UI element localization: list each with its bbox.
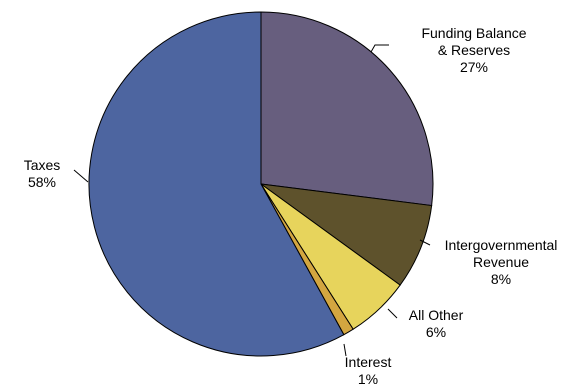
pie-slices: [88, 11, 434, 357]
leader-line: [387, 308, 398, 319]
pie-slice-funding-balance-reserves: [260, 11, 434, 207]
leader-line: [370, 44, 389, 53]
leader-line: [343, 343, 347, 357]
slice-name-line: Revenue: [473, 254, 529, 270]
slice-name-line: All Other: [409, 307, 464, 323]
leader-line: [419, 239, 431, 246]
slice-percent: 58%: [28, 174, 56, 190]
leader-lines: [73, 44, 431, 357]
slice-label: Funding Balance & Reserves 27%: [421, 25, 526, 75]
slice-name-line: Taxes: [24, 157, 61, 173]
slice-percent: 27%: [460, 59, 488, 75]
leader-line: [73, 169, 89, 183]
slice-name-line: Interest: [345, 354, 392, 370]
pie-slice-taxes: [88, 11, 345, 357]
slice-labels: Funding Balance & Reserves 27% Intergovernm…: [24, 25, 558, 387]
slice-name-line: Funding Balance: [421, 25, 526, 41]
slice-label: Taxes 58%: [24, 157, 61, 190]
slice-label: All Other 6%: [409, 307, 464, 340]
slice-percent: 8%: [491, 271, 511, 287]
slice-label: Intergovernmental Revenue 8%: [445, 237, 558, 287]
slice-percent: 1%: [358, 371, 378, 387]
slice-name-line: Intergovernmental: [445, 237, 558, 253]
slice-label: Interest 1%: [345, 354, 392, 387]
slice-percent: 6%: [426, 324, 446, 340]
slice-name-line: & Reserves: [438, 42, 510, 58]
